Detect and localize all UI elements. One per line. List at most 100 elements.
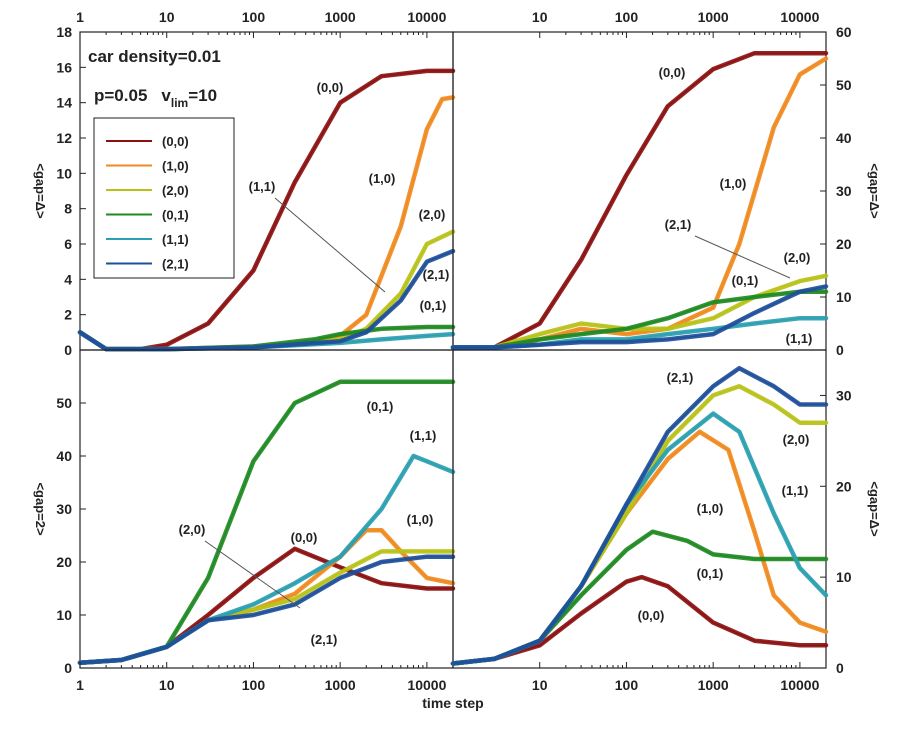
y-tick-label: 0 — [64, 342, 72, 358]
y-tick-label: 4 — [64, 271, 72, 287]
series-line-(1,0) — [450, 429, 829, 666]
plot-frame — [452, 349, 827, 669]
y-tick-label: 6 — [64, 236, 72, 252]
y-tick-label: 16 — [56, 59, 72, 75]
series-trace-(1,0) — [452, 431, 827, 665]
callout-pointer — [274, 197, 386, 293]
curve-callout: (2,0) — [784, 250, 811, 265]
legend-label: (2,1) — [162, 257, 189, 272]
y-tick-label: 0 — [836, 660, 844, 676]
plot-frame — [452, 31, 827, 351]
x-tick-label: 1 — [76, 9, 84, 25]
y-tick-label: 10 — [836, 289, 852, 305]
legend-label: (1,1) — [162, 232, 189, 247]
y-tick-label: 50 — [56, 395, 72, 411]
y-tick-label: 60 — [836, 24, 852, 40]
legend-frame — [93, 117, 235, 279]
curve-callout: (2,1) — [667, 370, 694, 385]
series-trace-(2,1) — [79, 250, 454, 350]
curve-callout: (2,1) — [311, 632, 338, 647]
series-trace-(2,1) — [453, 285, 827, 348]
y-tick-label: 50 — [836, 77, 852, 93]
curve-callout: (1,1) — [410, 428, 437, 443]
curve-callout: (0,1) — [367, 399, 394, 414]
legend-label: (1,0) — [162, 159, 189, 174]
y-tick-label: 2 — [64, 307, 72, 323]
y-tick-label: 30 — [836, 183, 852, 199]
x-tick-label: 1000 — [698, 677, 729, 693]
note-params: p=0.05 vlim=10 — [94, 86, 217, 110]
curve-callout: (0,0) — [659, 65, 686, 80]
x-tick-label: 10000 — [407, 9, 446, 25]
curve-callout: (0,0) — [317, 80, 344, 95]
series-trace-(0,1) — [79, 381, 453, 664]
y-axis-label: <gap=2> — [33, 482, 48, 536]
curve-callout: (0,1) — [420, 298, 447, 313]
x-tick-label: 10 — [159, 677, 175, 693]
note-density: car density=0.01 — [88, 47, 221, 66]
y-tick-label: 40 — [56, 448, 72, 464]
x-axis-title: time step — [422, 695, 483, 711]
curve-callout: (0,0) — [291, 530, 318, 545]
legend-label: (2,0) — [162, 183, 189, 198]
y-axis-label: <gap=Δ> — [867, 163, 882, 219]
x-tick-label: 10000 — [780, 9, 819, 25]
series-trace-(0,1) — [453, 291, 826, 348]
y-axis-label: <gap=Δ> — [867, 481, 882, 537]
callout-pointer — [204, 540, 301, 609]
x-tick-label: 1 — [76, 677, 84, 693]
x-tick-label: 100 — [242, 677, 266, 693]
y-tick-label: 10 — [56, 607, 72, 623]
curve-callout: (2,0) — [783, 432, 810, 447]
y-tick-label: 20 — [836, 478, 852, 494]
curve-callout: (0,1) — [697, 566, 724, 581]
x-tick-label: 1000 — [698, 9, 729, 25]
x-tick-label: 10 — [532, 9, 548, 25]
series-trace-(2,0) — [453, 275, 827, 348]
y-tick-label: 20 — [56, 554, 72, 570]
y-tick-label: 30 — [836, 387, 852, 403]
x-tick-label: 100 — [615, 9, 639, 25]
y-tick-label: 0 — [836, 342, 844, 358]
panel-top-left: 0 2 4 6 8 10 12 14 16 181 10 100 1000 10000 <gap=Δ> — [33, 9, 456, 358]
curve-callout: (1,1) — [782, 483, 809, 498]
curve-callout: (2,0) — [419, 207, 446, 222]
y-axis-label: <gap=Δ> — [33, 163, 48, 219]
curve-callout: (1,0) — [369, 171, 396, 186]
curve-callout: (2,1) — [665, 217, 692, 232]
x-tick-label: 10000 — [780, 677, 819, 693]
x-tick-label: 10 — [532, 677, 548, 693]
curve-callout: (2,0) — [179, 522, 206, 537]
x-tick-label: 100 — [242, 9, 266, 25]
y-tick-label: 10 — [56, 165, 72, 181]
curve-callout: (0,1) — [732, 273, 759, 288]
x-tick-label: 10 — [159, 9, 175, 25]
y-tick-label: 40 — [836, 130, 852, 146]
y-tick-label: 30 — [56, 501, 72, 517]
legend: (0,0) (1,0) (2,0) (0,1) (1,1) (2,1) — [93, 117, 235, 279]
series-trace-(0,0) — [453, 52, 826, 348]
series-line-(0,1) — [77, 379, 456, 665]
note-p: p=0.05 — [94, 86, 147, 105]
curve-callout: (1,1) — [786, 331, 813, 346]
callout-pointer — [694, 235, 791, 279]
x-tick-label: 1000 — [325, 9, 356, 25]
y-tick-label: 8 — [64, 201, 72, 217]
legend-label: (0,1) — [162, 208, 189, 223]
y-tick-label: 14 — [56, 95, 72, 111]
plot-frame — [79, 349, 454, 669]
curve-callout: (1,0) — [407, 512, 434, 527]
y-tick-label: 0 — [64, 660, 72, 676]
note-v: v — [161, 86, 171, 105]
panel-bottom-right: 0 10 20 30 10 100 1000 10000 <gap=Δ> — [450, 349, 882, 693]
y-tick-label: 12 — [56, 130, 72, 146]
series-line-(2,1) — [77, 554, 456, 665]
y-tick-label: 10 — [836, 569, 852, 585]
note-v-sub: lim — [171, 96, 188, 110]
curve-callout: (1,0) — [697, 501, 724, 516]
series-trace-(0,0) — [452, 576, 826, 665]
panel-top-right: 0 10 20 30 40 50 60 10 100 1000 10000 <gap=Δ> — [450, 9, 882, 358]
panel-bottom-left: 0 10 20 30 40 50 1 10 100 1000 10000 <gap=2> — [33, 349, 456, 693]
curve-callout: (0,0) — [638, 608, 665, 623]
